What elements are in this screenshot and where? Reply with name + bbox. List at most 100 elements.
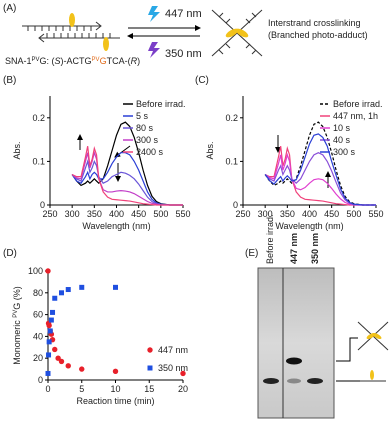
x-tick-label: 550 bbox=[368, 209, 383, 219]
point bbox=[180, 370, 186, 377]
y-axis-label-part: G (%) bbox=[12, 286, 22, 310]
legend-label: 300 s bbox=[333, 147, 356, 157]
spectrum-line bbox=[264, 133, 376, 206]
legend-marker bbox=[147, 365, 153, 371]
legend-label: Before irrad. bbox=[136, 99, 186, 109]
y-tick-label: 60 bbox=[33, 310, 43, 320]
panel-e: (E) Before irrad. 447 nm 350 nm bbox=[245, 214, 389, 419]
x-tick-label: 400 bbox=[109, 209, 124, 219]
point bbox=[79, 284, 85, 290]
x-tick-label: 300 bbox=[258, 209, 273, 219]
connector bbox=[336, 337, 372, 382]
panel-label: (D) bbox=[3, 248, 17, 259]
y-tick-label: 0 bbox=[40, 200, 45, 210]
gel bbox=[257, 267, 335, 419]
spectrum-line bbox=[71, 159, 183, 206]
spectrum-line bbox=[71, 146, 183, 206]
band bbox=[263, 378, 279, 384]
y-axis-label-part: PV bbox=[13, 310, 19, 318]
x-axis-label: Wavelength (nm) bbox=[275, 221, 343, 231]
spectrum-line bbox=[264, 146, 376, 206]
backward-label: 350 nm bbox=[165, 48, 202, 60]
x-tick-label: 0 bbox=[45, 384, 50, 394]
spectrum-line bbox=[71, 121, 183, 206]
y-axis-label: Monomeric PVG (%) bbox=[12, 286, 22, 365]
lane-label: Before irrad. bbox=[265, 214, 275, 264]
x-tick-label: 400 bbox=[302, 209, 317, 219]
x-tick-label: 350 bbox=[87, 209, 102, 219]
legend-label: 10 s bbox=[333, 123, 351, 133]
point bbox=[52, 295, 58, 301]
point bbox=[59, 290, 64, 296]
y-tick-label: 80 bbox=[33, 288, 43, 298]
annotation-arrows bbox=[77, 134, 331, 188]
band bbox=[287, 378, 301, 384]
spectrum-line bbox=[264, 152, 376, 206]
point bbox=[45, 370, 51, 376]
spectrum-line bbox=[264, 121, 376, 206]
bolt-icon bbox=[148, 6, 160, 22]
legend-label: 447 nm, 1h bbox=[333, 111, 378, 121]
spectrum-line bbox=[71, 150, 183, 206]
point bbox=[58, 358, 65, 365]
point bbox=[65, 287, 71, 293]
legend-label: 350 nm bbox=[158, 363, 188, 373]
legend-label: 300 s bbox=[136, 135, 159, 145]
x-axis-label: Wavelength (nm) bbox=[82, 221, 150, 231]
y-tick-label: 0.2 bbox=[32, 113, 45, 123]
product-note: (Branched photo-adduct) bbox=[268, 30, 368, 40]
x-tick-label: 20 bbox=[178, 384, 188, 394]
y-tick-label: 0.1 bbox=[225, 156, 238, 166]
panel-label: (B) bbox=[3, 75, 16, 86]
point bbox=[55, 355, 61, 361]
legend-label: Before irrad. bbox=[333, 99, 383, 109]
x-tick-label: 250 bbox=[42, 209, 57, 219]
point bbox=[65, 363, 71, 369]
point bbox=[48, 317, 54, 323]
legend-label: 5 s bbox=[136, 111, 149, 121]
panel-label: (C) bbox=[195, 75, 209, 86]
x-tick-label: 550 bbox=[175, 209, 190, 219]
y-tick-label: 100 bbox=[28, 266, 43, 276]
y-tick-label: 0 bbox=[38, 375, 43, 385]
branched-icon bbox=[211, 9, 263, 57]
pvg-icon bbox=[103, 37, 109, 51]
point bbox=[112, 368, 119, 374]
x-axis-label: Reaction time (min) bbox=[76, 396, 154, 406]
x-tick-label: 5 bbox=[79, 384, 84, 394]
pvg-icon bbox=[69, 13, 75, 27]
panel-a: (A) 447 nm 350 nm Interstrand crosslinki… bbox=[3, 3, 368, 66]
lane-label: 447 nm bbox=[289, 233, 299, 264]
bolt-icon bbox=[148, 42, 160, 58]
sequence: SNA-1PVG: (S)-ACTGPVGTCA-(R) bbox=[5, 56, 140, 66]
y-axis-label: Abs. bbox=[12, 141, 22, 159]
y-tick-label: 20 bbox=[33, 353, 43, 363]
y-tick-label: 40 bbox=[33, 331, 43, 341]
point bbox=[47, 328, 53, 334]
point bbox=[52, 346, 58, 353]
spectrum-line bbox=[264, 152, 376, 206]
lane-label: 350 nm bbox=[310, 233, 320, 264]
point bbox=[45, 268, 51, 274]
legend-label: 447 nm bbox=[158, 345, 188, 355]
panel-label: (E) bbox=[245, 248, 258, 259]
point bbox=[79, 366, 85, 372]
legend-marker bbox=[147, 347, 153, 353]
y-tick-label: 0.2 bbox=[225, 113, 238, 123]
x-tick-label: 450 bbox=[324, 209, 339, 219]
point bbox=[46, 322, 52, 329]
x-tick-label: 500 bbox=[153, 209, 168, 219]
spectrum-line bbox=[71, 152, 183, 206]
forward-label: 447 nm bbox=[165, 8, 202, 20]
legend-label: 2400 s bbox=[136, 147, 164, 157]
panel-label: (A) bbox=[3, 3, 16, 14]
y-axis-label-part: Monomeric bbox=[12, 318, 22, 365]
legend-label: 40 s bbox=[333, 135, 351, 145]
x-tick-label: 10 bbox=[110, 384, 120, 394]
x-tick-label: 250 bbox=[235, 209, 250, 219]
band bbox=[307, 378, 323, 384]
y-tick-label: 0.1 bbox=[32, 156, 45, 166]
point bbox=[46, 352, 52, 358]
legend-label: 80 s bbox=[136, 123, 154, 133]
